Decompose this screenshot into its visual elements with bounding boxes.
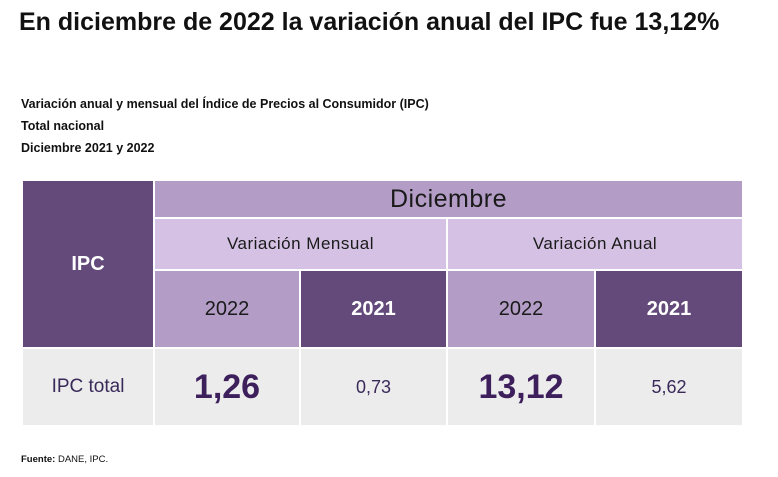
source-note: Fuente: DANE, IPC.	[21, 454, 108, 465]
value-annual-2022: 13,12	[448, 349, 594, 425]
annual-2021-header: 2021	[596, 271, 742, 347]
source-text: DANE, IPC.	[57, 454, 109, 465]
monthly-2021-header: 2021	[301, 271, 446, 347]
value-annual-2021: 5,62	[596, 349, 742, 425]
value-monthly-2021: 0,73	[301, 349, 446, 425]
table-period: Diciembre 2021 y 2022	[21, 141, 155, 155]
page-headline: En diciembre de 2022 la variación anual …	[19, 8, 720, 36]
monthly-variation-header: Variación Mensual	[155, 219, 446, 269]
table-title: Variación anual y mensual del Índice de …	[21, 97, 429, 111]
value-monthly-2022: 1,26	[155, 349, 299, 425]
annual-2022-header: 2022	[448, 271, 594, 347]
row-label-ipc-total: IPC total	[23, 349, 153, 425]
ipc-row-header: IPC	[23, 181, 153, 347]
source-label: Fuente:	[21, 454, 56, 465]
monthly-2022-header: 2022	[155, 271, 299, 347]
table-scope: Total nacional	[21, 119, 105, 133]
month-header: Diciembre	[155, 181, 742, 217]
annual-variation-header: Variación Anual	[448, 219, 742, 269]
